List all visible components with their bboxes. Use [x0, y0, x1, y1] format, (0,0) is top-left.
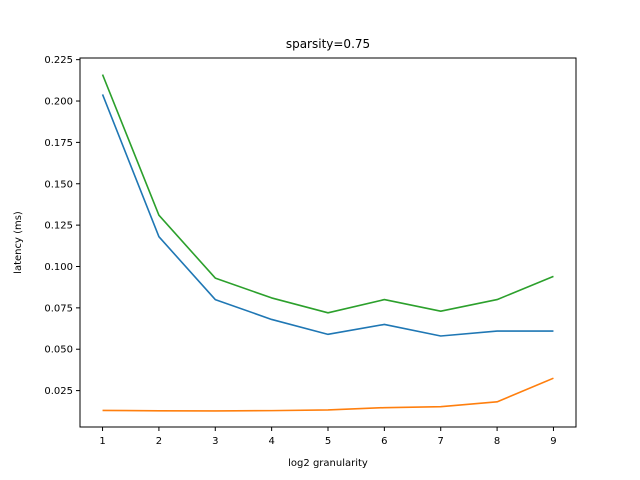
- x-tick-label: 7: [438, 436, 444, 447]
- series-line-2: [102, 377, 554, 412]
- y-tick-label: 0.050: [44, 345, 73, 356]
- y-tick-label: 0.150: [44, 179, 73, 190]
- y-axis-label: latency (ms): [13, 211, 24, 274]
- y-tick-label: 0.175: [44, 138, 73, 149]
- series-line-1: [101, 94, 554, 337]
- x-tick-label: 2: [156, 436, 162, 447]
- x-axis-label: log2 granularity: [288, 458, 368, 469]
- x-axis-ticks: 1 2 3 4 5 6 7 8 9: [99, 427, 557, 447]
- x-tick-label: 6: [381, 436, 387, 447]
- series-layer: [101, 74, 554, 412]
- plot-frame: [79, 57, 577, 428]
- y-axis-ticks: 0.025 0.050 0.075 0.100 0.125 0.150 0.175 0.200…: [44, 55, 80, 397]
- y-tick-label: 0.075: [44, 303, 73, 314]
- x-tick-label: 8: [494, 436, 500, 447]
- y-tick-label: 0.225: [44, 55, 73, 66]
- x-tick-label: 3: [212, 436, 218, 447]
- y-tick-label: 0.100: [44, 262, 73, 273]
- chart-title: sparsity=0.75: [286, 37, 370, 51]
- y-tick-label: 0.125: [44, 221, 73, 232]
- x-tick-label: 5: [325, 436, 331, 447]
- series-line-3: [101, 74, 554, 314]
- y-tick-label: 0.025: [44, 386, 73, 397]
- x-tick-label: 1: [99, 436, 105, 447]
- x-tick-label: 4: [268, 436, 274, 447]
- y-tick-label: 0.200: [44, 97, 73, 108]
- x-tick-label: 9: [550, 436, 556, 447]
